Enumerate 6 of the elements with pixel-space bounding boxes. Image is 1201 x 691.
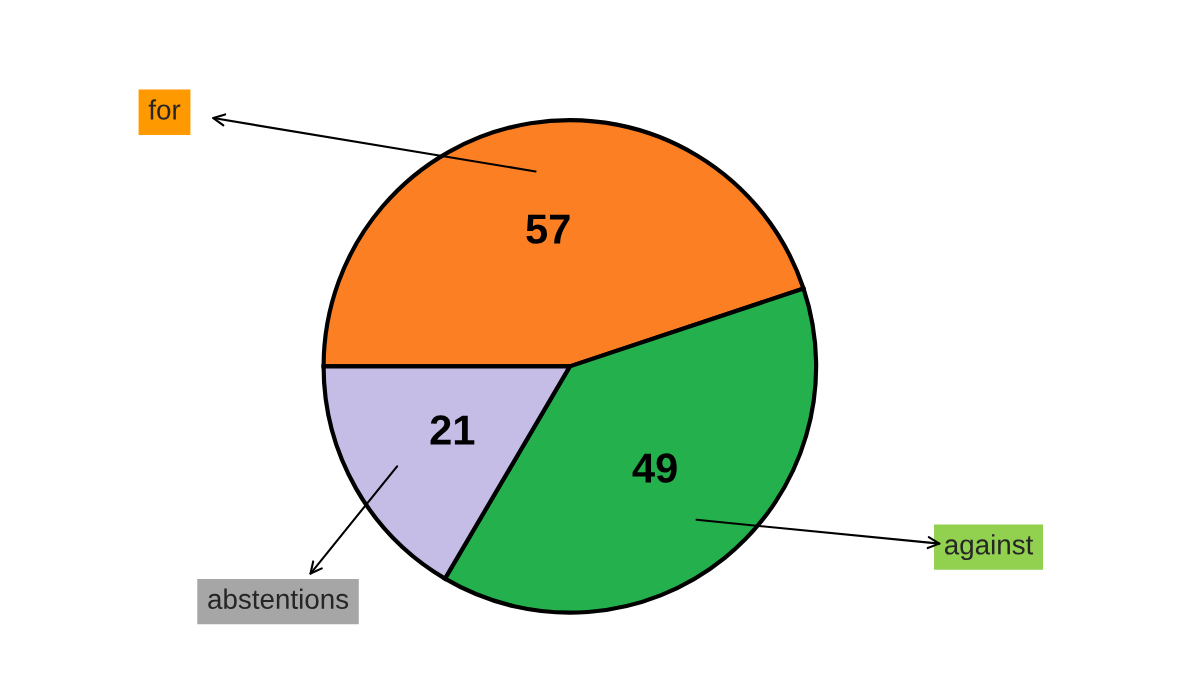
- data-label: 49: [632, 453, 677, 483]
- data-label: 21: [430, 415, 475, 445]
- legend-label: against: [944, 534, 1034, 561]
- data-label: 57: [526, 214, 570, 244]
- slice-label: abstentions: [208, 588, 349, 610]
- slice-label: for: [148, 99, 181, 120]
